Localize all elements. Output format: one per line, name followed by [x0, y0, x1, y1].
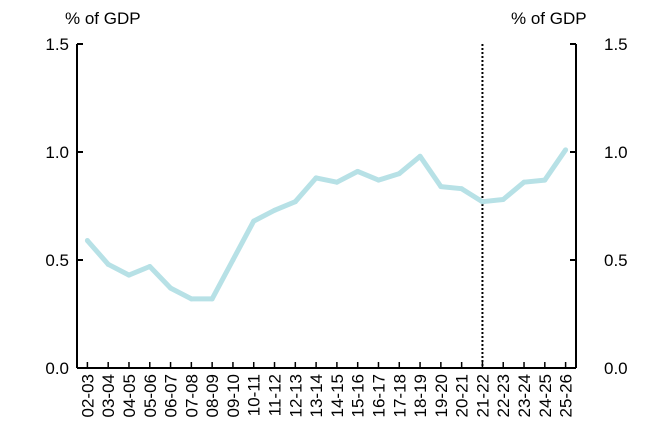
x-tick-label: 14-15: [328, 374, 347, 417]
x-tick-label: 03-04: [99, 374, 118, 417]
data-point: [209, 296, 215, 302]
x-tick-label: 18-19: [411, 374, 430, 417]
x-tick-label: 20-21: [453, 374, 472, 417]
x-tick-label: 25-26: [557, 374, 576, 417]
data-point: [396, 171, 402, 177]
x-tick-label: 10-11: [245, 374, 264, 416]
x-tick-label: 24-25: [536, 374, 555, 417]
y-tick-label-right: 0.5: [604, 251, 628, 270]
data-point: [355, 168, 361, 174]
data-point: [292, 199, 298, 205]
x-tick-label: 05-06: [141, 374, 160, 417]
x-tick-label: 06-07: [162, 374, 181, 417]
x-tick-label: 02-03: [78, 374, 97, 417]
y-tick-label-left: 1.5: [45, 35, 69, 54]
data-point: [147, 263, 153, 269]
x-tick-label: 13-14: [307, 374, 326, 417]
data-point: [313, 175, 319, 181]
data-point: [251, 218, 257, 224]
series-line: [85, 148, 568, 302]
data-point: [479, 199, 485, 205]
y-tick-label-right: 1.5: [604, 35, 628, 54]
y-axis-unit-left: % of GDP: [65, 9, 141, 28]
data-point: [168, 285, 174, 291]
data-point: [438, 184, 444, 190]
y-tick-label-left: 0.0: [45, 359, 69, 378]
data-point: [417, 153, 423, 159]
x-tick-label: 09-10: [224, 374, 243, 417]
axes: [76, 44, 577, 369]
y-tick-label-left: 0.5: [45, 251, 69, 270]
x-tick-label: 12-13: [286, 374, 305, 417]
data-point: [230, 257, 236, 263]
data-point: [334, 179, 340, 185]
data-point: [84, 238, 90, 244]
data-point: [500, 197, 506, 203]
series-group: [84, 147, 569, 302]
data-point: [459, 186, 465, 192]
data-point: [126, 272, 132, 278]
x-tick-label: 07-08: [182, 374, 201, 417]
x-tick-label: 11-12: [266, 374, 285, 416]
data-point: [563, 147, 569, 153]
x-tick-label: 04-05: [120, 374, 139, 417]
x-tick-label: 22-23: [494, 374, 513, 417]
y-tick-label-left: 1.0: [45, 143, 69, 162]
data-point: [188, 296, 194, 302]
x-tick-label: 16-17: [369, 374, 388, 417]
x-tick-label: 21-22: [473, 374, 492, 417]
y-axis-unit-right: % of GDP: [511, 9, 587, 28]
data-point: [521, 179, 527, 185]
data-point: [272, 207, 278, 213]
x-tick-label: 08-09: [203, 374, 222, 417]
x-tick-label: 15-16: [349, 374, 368, 417]
x-tick-label: 17-18: [390, 374, 409, 417]
x-tick-label: 19-20: [432, 374, 451, 417]
data-point: [542, 177, 548, 183]
data-point: [375, 177, 381, 183]
y-tick-label-right: 1.0: [604, 143, 628, 162]
x-tick-label: 23-24: [515, 374, 534, 417]
ticks: 0.0 0.00.5 0.51.0 1.01.5 1.502-03 03-04 04-05 0…: [45, 35, 627, 417]
data-point: [105, 261, 111, 267]
y-tick-label-right: 0.0: [604, 359, 628, 378]
